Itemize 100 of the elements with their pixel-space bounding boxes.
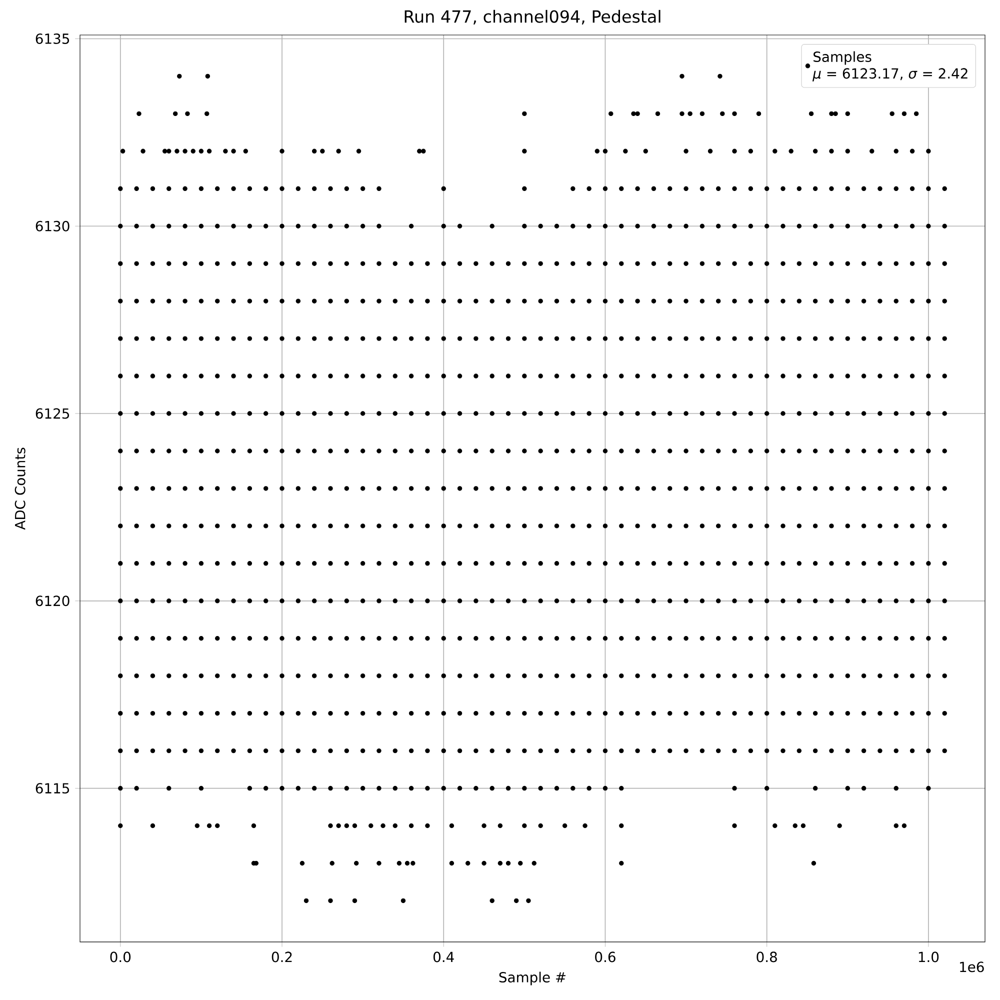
point [457,636,462,641]
point [570,598,576,604]
point [635,524,640,528]
point [812,411,818,416]
point [926,374,931,378]
point [150,710,156,716]
point [845,448,850,454]
point [861,298,866,304]
point [441,374,446,378]
point [764,561,770,566]
point [732,374,737,378]
point [490,561,494,566]
point [506,673,511,678]
point [845,261,850,266]
point [538,336,543,341]
point [635,186,640,192]
point [586,636,592,641]
point [942,598,947,604]
point [506,486,511,491]
point [134,224,139,228]
point [732,524,737,528]
point [829,486,834,491]
point [748,710,754,716]
point [942,336,947,341]
point [554,411,560,416]
point [360,336,366,341]
point [878,224,882,228]
point [425,524,430,528]
point [894,598,898,604]
point [764,448,770,454]
point [538,710,543,716]
point [118,186,123,192]
point [522,673,527,678]
point [425,336,430,341]
point [554,786,560,791]
point [360,710,366,716]
point [457,411,462,416]
point [182,486,188,491]
point [150,374,156,378]
point [280,636,284,641]
point [296,561,301,566]
point [894,524,898,528]
point [474,710,478,716]
point [280,524,284,528]
point [619,374,624,378]
point [812,636,818,641]
point [796,673,802,678]
point [651,224,656,228]
point [602,673,608,678]
point [296,186,301,192]
point [684,186,688,192]
point [861,748,866,754]
point [441,786,446,791]
point [247,486,252,491]
point [894,748,898,754]
point [344,224,350,228]
point [441,261,446,266]
point [296,786,301,791]
point [522,748,527,754]
point [684,710,688,716]
point [182,411,188,416]
point [457,224,462,228]
point [118,411,123,416]
point [619,448,624,454]
point [134,748,139,754]
point [926,486,931,491]
point [764,298,770,304]
point [280,224,284,228]
point [780,710,786,716]
point [894,786,898,791]
point [554,673,560,678]
point [296,336,301,341]
point [764,486,770,491]
point [425,636,430,641]
point [425,411,430,416]
point [231,448,236,454]
point [474,524,478,528]
point [764,673,770,678]
point [134,448,139,454]
point [812,298,818,304]
point [360,186,366,192]
point [700,298,705,304]
point [280,710,284,716]
point [651,561,656,566]
point [619,224,624,228]
point [280,448,284,454]
point [263,374,268,378]
point [716,448,721,454]
point [425,786,430,791]
point [376,336,382,341]
point [829,374,834,378]
point [166,673,172,678]
point [522,561,527,566]
point [408,486,414,491]
point [474,411,478,416]
point [166,710,172,716]
point [408,748,414,754]
point [829,448,834,454]
point [812,598,818,604]
point [861,186,866,192]
